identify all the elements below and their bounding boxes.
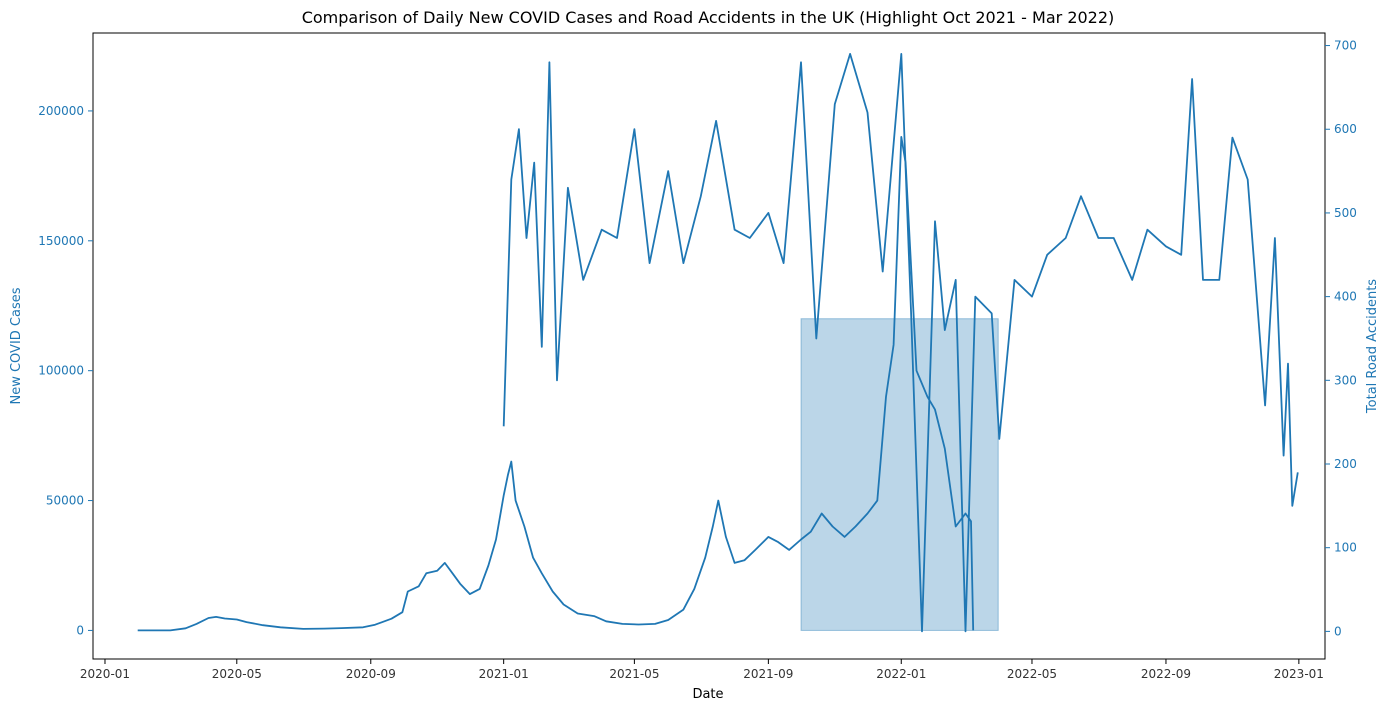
x-tick-label: 2021-01	[479, 667, 529, 681]
y-right-tick-label: 100	[1334, 541, 1357, 555]
y-axis-right-title: Total Road Accidents	[1365, 279, 1380, 414]
y-right-tick-label: 300	[1334, 373, 1357, 387]
road-accidents-line	[502, 53, 1299, 633]
y-right-tick-label: 700	[1334, 39, 1357, 53]
y-left-tick-label: 150000	[38, 234, 84, 248]
y-left-tick-label: 100000	[38, 364, 84, 378]
y-left-tick-label: 0	[76, 623, 84, 637]
y-right-tick-label: 200	[1334, 457, 1357, 471]
y-left-tick-label: 50000	[46, 494, 84, 508]
y-right-tick-label: 400	[1334, 290, 1357, 304]
x-axis-title: Date	[692, 687, 723, 702]
x-tick-label: 2020-09	[346, 667, 396, 681]
x-tick-label: 2020-01	[80, 667, 130, 681]
x-tick-label: 2022-01	[876, 667, 926, 681]
plot-area: 2020-01 2020-05 2020-09 2021-01 2021-05 2021-…	[38, 32, 1357, 681]
y-left-tick-label: 200000	[38, 104, 84, 118]
covid-cases-line	[137, 136, 975, 632]
y-right-tick-label: 0	[1334, 624, 1342, 638]
y-right-tick-label: 600	[1334, 122, 1357, 136]
x-tick-label: 2021-05	[609, 667, 659, 681]
x-tick-label: 2023-01	[1274, 667, 1324, 681]
highlight-region	[800, 318, 999, 631]
y-axis-left-title: New COVID Cases	[9, 287, 24, 404]
x-tick-label: 2020-05	[212, 667, 262, 681]
y-right-tick-label: 500	[1334, 206, 1357, 220]
x-tick-label: 2022-09	[1141, 667, 1191, 681]
plot-frame	[92, 32, 1326, 660]
chart-title: Comparison of Daily New COVID Cases and …	[302, 8, 1115, 27]
x-tick-label: 2022-05	[1007, 667, 1057, 681]
x-tick-label: 2021-09	[743, 667, 793, 681]
